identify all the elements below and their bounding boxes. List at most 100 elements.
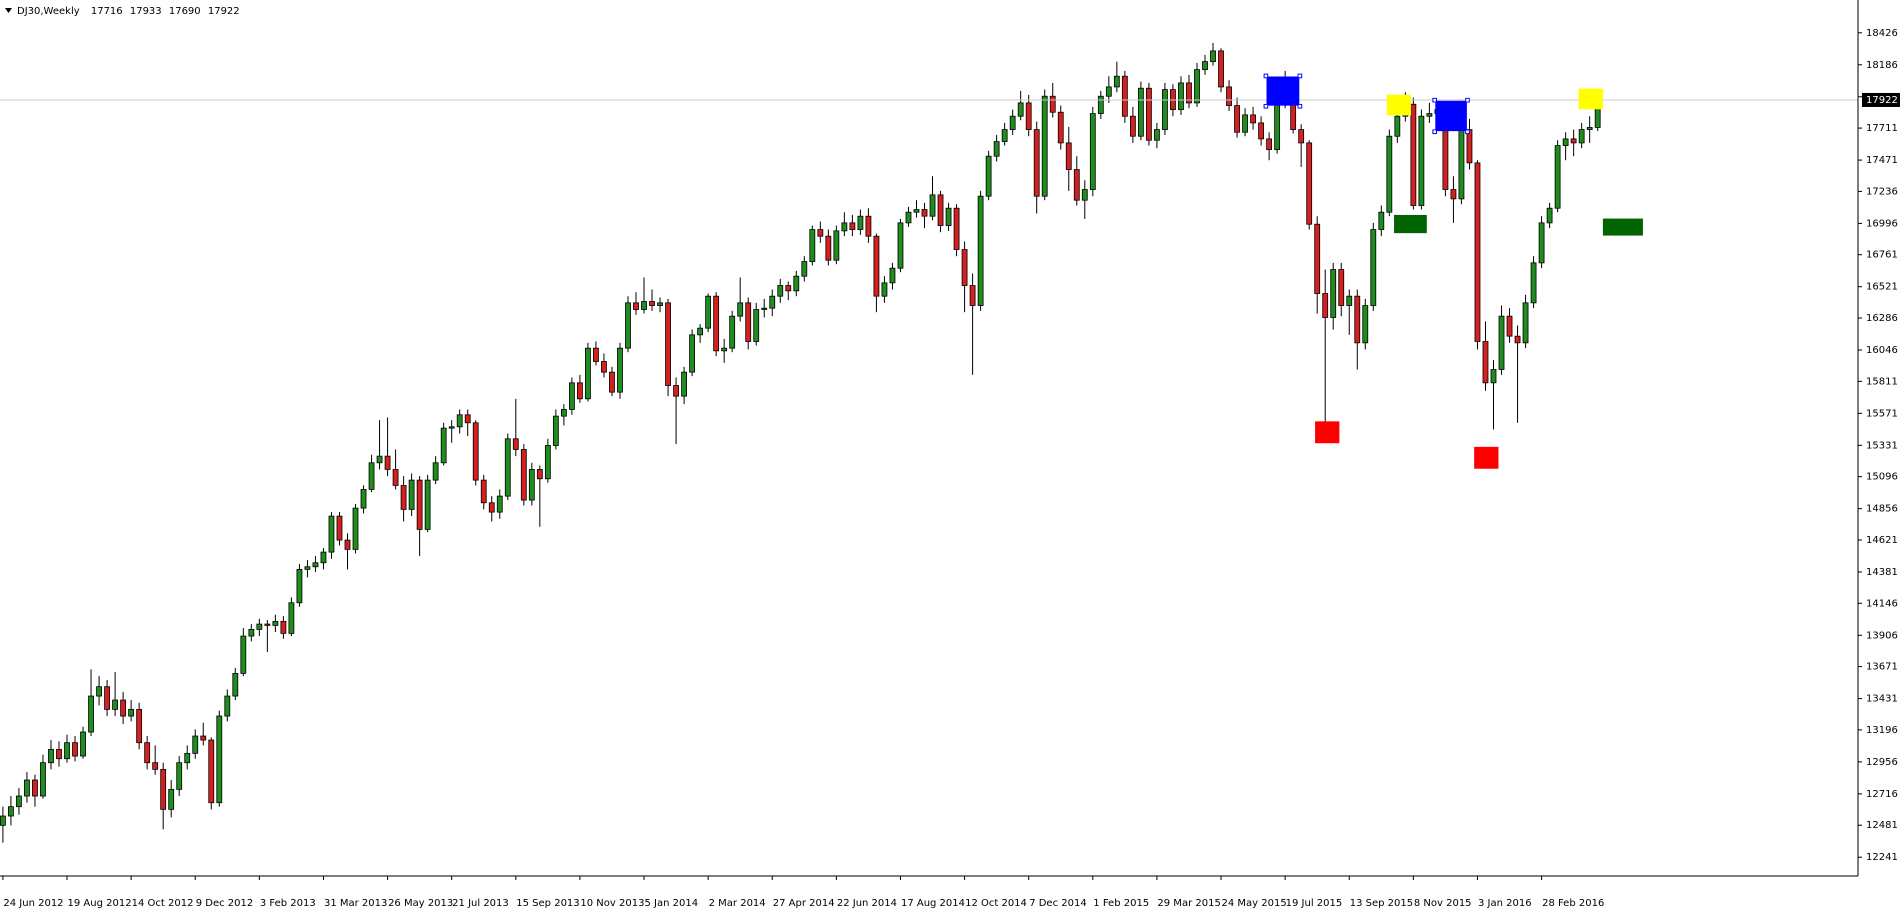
x-tick-label: 19 Aug 2012: [68, 898, 132, 909]
candle-body: [520, 449, 527, 501]
x-tick-label: 7 Dec 2014: [1029, 898, 1087, 909]
candle-body: [953, 207, 960, 250]
y-tick-label: 16286: [1866, 313, 1898, 324]
candle-body: [64, 742, 70, 760]
candle-body: [977, 195, 984, 306]
candle-body: [1250, 114, 1256, 124]
y-tick-label: 15811: [1866, 376, 1898, 387]
drawn-rectangle: [1474, 446, 1499, 469]
candle-body: [1154, 129, 1160, 141]
candle-body: [344, 539, 351, 550]
y-tick-label: 12241: [1866, 852, 1898, 863]
y-tick-label: 12481: [1866, 820, 1898, 831]
candle-body: [296, 569, 303, 604]
candle-body: [1129, 115, 1136, 137]
candle-body: [224, 695, 231, 717]
x-tick-label: 13 Sep 2015: [1350, 898, 1413, 909]
y-tick-label: 14621: [1866, 535, 1898, 546]
candle-body: [937, 194, 944, 226]
candle-body: [1041, 95, 1048, 197]
x-tick-label: 22 Jun 2014: [837, 898, 897, 909]
candle-body: [448, 426, 455, 429]
x-tick-label: 5 Jan 2014: [645, 898, 699, 909]
open-value: 17716: [91, 6, 123, 17]
x-tick-label: 2 Mar 2014: [709, 898, 766, 909]
candle-body: [280, 621, 287, 634]
candle-body: [1033, 129, 1040, 197]
candle-body: [1554, 145, 1561, 209]
candle-body: [1234, 105, 1240, 133]
candle-body: [320, 551, 327, 564]
candle-body: [633, 302, 639, 310]
candle-body: [232, 672, 239, 697]
candle-body: [104, 686, 110, 710]
drawn-rectangle: [1315, 421, 1340, 444]
candle-body: [1578, 129, 1585, 144]
candle-body: [440, 427, 447, 464]
candle-body: [1298, 129, 1305, 144]
high-value: 17933: [130, 6, 162, 17]
candle-body: [1162, 89, 1168, 130]
candle-body: [424, 479, 431, 530]
y-tick-label: 14146: [1866, 598, 1898, 609]
x-tick-label: 3 Feb 2013: [260, 898, 316, 909]
x-tick-label: 12 Oct 2014: [965, 898, 1027, 909]
drawn-rectangle: [1386, 94, 1412, 116]
y-tick-label: 16521: [1866, 282, 1898, 293]
candle-body: [1466, 129, 1473, 164]
candle-body: [689, 334, 696, 373]
candle-body: [745, 302, 752, 342]
candle-body: [528, 469, 535, 501]
candle-body: [1210, 50, 1216, 62]
drawn-objects: [1263, 73, 1643, 469]
chart-header: DJ30,Weekly 17716 17933 17690 17922: [17, 6, 240, 17]
candle-body: [480, 479, 487, 504]
candle-body: [865, 215, 872, 237]
candle-body: [1514, 335, 1521, 344]
x-tick-label: 24 May 2015: [1222, 898, 1287, 909]
candle-body: [368, 462, 375, 490]
candle-body: [681, 371, 687, 397]
candle-body: [1202, 61, 1208, 70]
candle-body: [392, 469, 399, 486]
price-label: 17922: [1866, 95, 1898, 106]
plot-area: [0, 42, 1858, 843]
candle-body: [88, 695, 94, 733]
candle-body: [641, 301, 647, 310]
y-tick-label: 13671: [1866, 662, 1898, 673]
candle-body: [1330, 269, 1337, 318]
drawn-rectangle: [1266, 76, 1300, 106]
candle-body: [1322, 293, 1329, 318]
candle-body: [593, 347, 599, 362]
candle-body: [80, 731, 86, 757]
candle-body: [552, 415, 559, 446]
candle-body: [360, 489, 367, 509]
candle-body: [1346, 295, 1353, 306]
candle-body: [1057, 111, 1064, 144]
candle-body: [456, 414, 463, 428]
candle-body: [961, 249, 968, 286]
candle-body: [560, 409, 567, 417]
price-label-box: [1862, 92, 1900, 107]
candle-body: [729, 315, 736, 349]
candle-body: [1474, 162, 1481, 342]
candle-body: [120, 699, 127, 717]
candle-body: [208, 739, 215, 804]
candle-body: [905, 211, 912, 224]
candle-body: [1017, 102, 1024, 117]
x-tick-label: 27 Apr 2014: [773, 898, 835, 909]
drawn-rectangle: [1578, 88, 1603, 110]
candle-body: [1146, 87, 1152, 141]
candle-body: [136, 708, 143, 744]
candle-body: [376, 455, 383, 464]
candle-body: [1242, 114, 1248, 133]
candle-body: [1073, 169, 1080, 201]
candle-body: [352, 507, 359, 550]
candle-body: [1025, 102, 1032, 130]
candle-body: [1586, 127, 1593, 130]
candle-body: [128, 708, 135, 717]
candle-body: [1081, 189, 1088, 201]
candle-body: [160, 768, 167, 810]
